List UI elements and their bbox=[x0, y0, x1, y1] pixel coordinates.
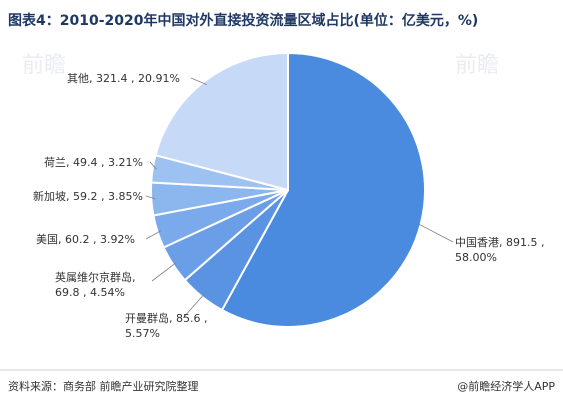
slice-label-3-line-0: 美国, 60.2 , 3.92% bbox=[36, 233, 135, 246]
leader-line-6 bbox=[190, 77, 207, 86]
pie-slice-6 bbox=[154, 51, 289, 192]
slice-label-6-line-0: 其他, 321.4 , 20.91% bbox=[67, 72, 180, 85]
slice-label-5-line-0: 荷兰, 49.4 , 3.21% bbox=[44, 156, 143, 169]
slice-labels: 中国香港, 891.5 , 58.00% 开曼群岛, 85.6 , 5.57% 英属维尔… bbox=[33, 72, 544, 340]
pie-slices bbox=[150, 51, 426, 328]
leader-line-3 bbox=[145, 230, 162, 240]
slice-label-1-line-0: 开曼群岛, 85.6 , bbox=[125, 311, 207, 325]
watermark-logo-left: 前瞻 bbox=[22, 53, 66, 78]
brand-credit: @前瞻经济学人APP bbox=[457, 379, 555, 393]
slice-label-1-line-1: 5.57% bbox=[125, 327, 160, 340]
slice-label-0-line-1: 58.00% bbox=[455, 251, 497, 264]
watermark-logo-right: 前瞻 bbox=[455, 53, 499, 78]
leader-line-0 bbox=[416, 222, 454, 243]
leader-line-5 bbox=[149, 161, 157, 170]
slice-label-2-line-0: 英属维尔京群岛, bbox=[55, 270, 136, 284]
slice-label-2-line-1: 69.8 , 4.54% bbox=[55, 286, 125, 299]
leader-line-4 bbox=[145, 195, 156, 200]
leader-lines bbox=[145, 77, 454, 319]
slice-label-0-line-0: 中国香港, 891.5 , bbox=[455, 236, 544, 249]
source-note: 资料来源：商务部 前瞻产业研究院整理 bbox=[8, 379, 199, 393]
leader-line-2 bbox=[151, 262, 177, 282]
slice-label-4-line-0: 新加坡, 59.2 , 3.85% bbox=[33, 189, 143, 203]
pie-slice-0 bbox=[220, 51, 426, 328]
chart-title: 图表4：2010-2020年中国对外直接投资流量区域占比(单位：亿美元，%) bbox=[8, 12, 478, 29]
leader-line-1 bbox=[182, 293, 205, 319]
